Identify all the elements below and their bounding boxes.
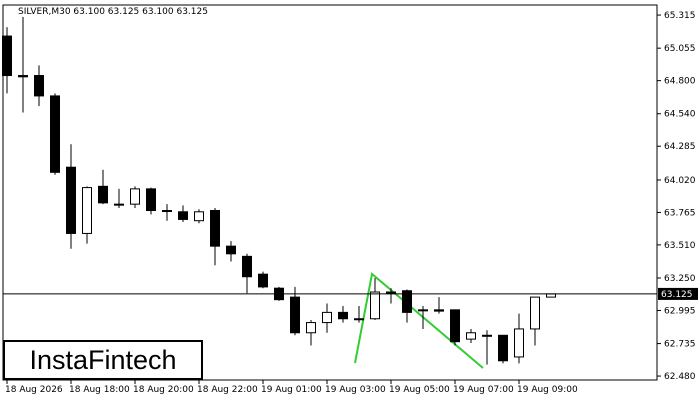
candle-body (2, 35, 12, 77)
candle-body (50, 95, 60, 173)
candle-body (514, 328, 524, 358)
x-tick-label: 19 Aug 09:00 (517, 385, 578, 395)
logo: InstaFintech (3, 340, 203, 380)
candle-body (258, 273, 268, 288)
candle-body (530, 296, 540, 330)
y-tick-label: 62.480 (664, 372, 696, 382)
candle-body (210, 210, 220, 247)
candle-body (386, 291, 396, 294)
current-price-box (658, 287, 698, 300)
y-tick-label: 65.055 (664, 44, 696, 54)
candle-body (498, 334, 508, 362)
x-tick-label: 19 Aug 01:00 (261, 385, 322, 395)
current-price-label: 63.125 (661, 290, 693, 300)
candle-body (130, 188, 140, 205)
candle-body (418, 309, 428, 312)
candle-body (338, 311, 348, 320)
candle-body (242, 255, 252, 278)
candle-body (66, 166, 76, 234)
y-tick-label: 64.540 (664, 110, 696, 120)
plot-frame (2, 4, 658, 381)
y-tick-label: 63.510 (664, 241, 696, 251)
candle-body (82, 187, 92, 234)
candle-body (226, 245, 236, 255)
candle-body (18, 75, 28, 78)
candle-body (466, 332, 476, 340)
candle-body (290, 296, 300, 334)
candle-body (306, 322, 316, 334)
candle-body (114, 203, 124, 206)
y-tick-label: 64.285 (664, 142, 696, 152)
chart-header: SILVER,M30 63.100 63.125 63.100 63.125 (18, 7, 208, 17)
x-tick-label: 18 Aug 20:00 (133, 385, 194, 395)
y-tick-label: 63.250 (664, 274, 696, 284)
y-tick-label: 65.315 (664, 11, 696, 21)
candle-body (146, 188, 156, 212)
candle-body (354, 318, 364, 321)
candle-body (162, 210, 172, 213)
y-tick-label: 62.995 (664, 306, 696, 316)
x-tick-label: 19 Aug 03:00 (325, 385, 386, 395)
candle-body (434, 309, 444, 312)
candle-body (370, 291, 380, 320)
candle-body (194, 211, 204, 222)
y-tick-label: 63.765 (664, 208, 696, 218)
candle-body (450, 309, 460, 343)
x-tick-label: 18 Aug 2026 (5, 385, 63, 395)
pattern-line (354, 272, 484, 369)
candle-body (322, 311, 332, 324)
x-tick-label: 19 Aug 07:00 (453, 385, 514, 395)
x-tick-label: 18 Aug 22:00 (197, 385, 258, 395)
candle-body (402, 290, 412, 313)
x-tick-label: 18 Aug 18:00 (69, 385, 130, 395)
candle-body (34, 75, 44, 97)
candle-body (482, 334, 492, 337)
candle-body (178, 211, 188, 220)
y-tick-label: 62.735 (664, 340, 696, 350)
y-tick-label: 64.020 (664, 176, 696, 186)
candle-body (98, 185, 108, 204)
x-tick-label: 19 Aug 05:00 (389, 385, 450, 395)
y-tick-label: 64.800 (664, 77, 696, 87)
